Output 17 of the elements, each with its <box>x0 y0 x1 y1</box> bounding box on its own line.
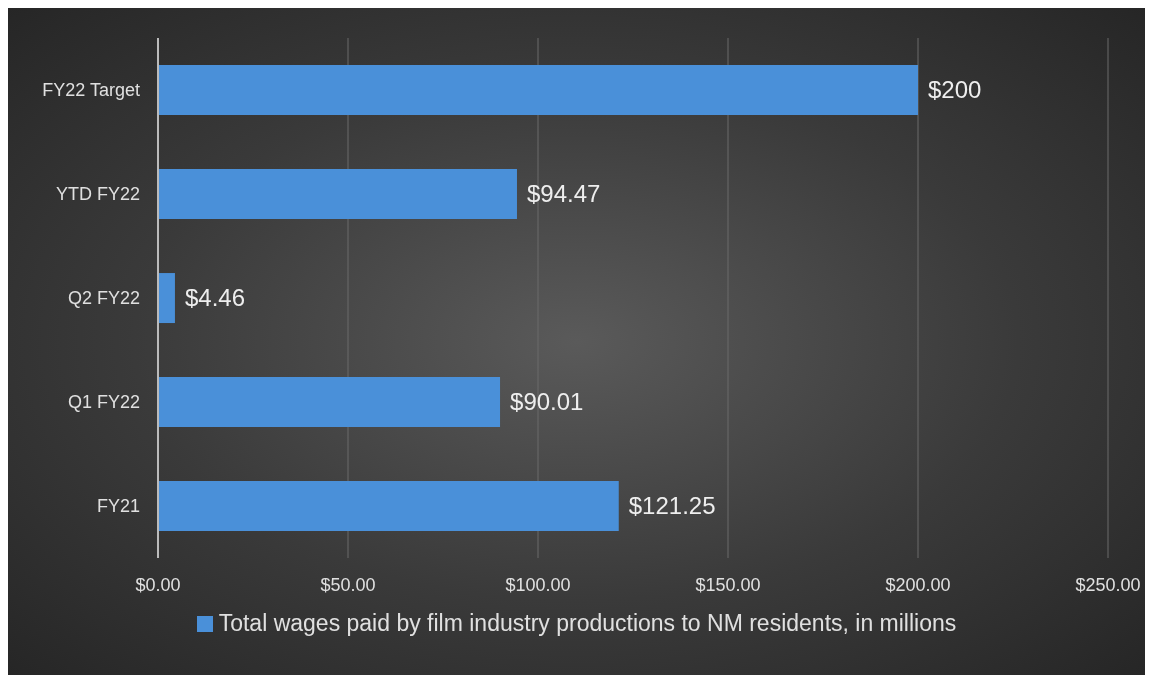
y-tick-label: Q2 FY22 <box>67 288 140 309</box>
x-tick-label: $50.00 <box>320 574 376 595</box>
x-tick-label: $0.00 <box>135 574 181 595</box>
data-label: $90.01 <box>510 388 584 416</box>
y-tick-label: FY22 Target <box>42 80 140 101</box>
y-tick-label: YTD FY22 <box>55 184 140 205</box>
data-label: $4.46 <box>184 284 246 312</box>
data-label: $94.47 <box>526 180 601 208</box>
y-tick-label: Q1 FY22 <box>67 392 140 413</box>
x-tick-label: $100.00 <box>505 574 571 595</box>
x-tick-label: $250.00 <box>1075 574 1141 595</box>
y-tick-label: FY21 <box>96 496 140 517</box>
data-label: $121.25 <box>628 492 716 520</box>
x-tick-label: $150.00 <box>695 574 761 595</box>
legend-label: Total wages paid by film industry productions to NM residents, in millions <box>217 610 957 637</box>
x-tick-label: $200.00 <box>885 574 951 595</box>
data-label: $200 <box>928 76 982 104</box>
